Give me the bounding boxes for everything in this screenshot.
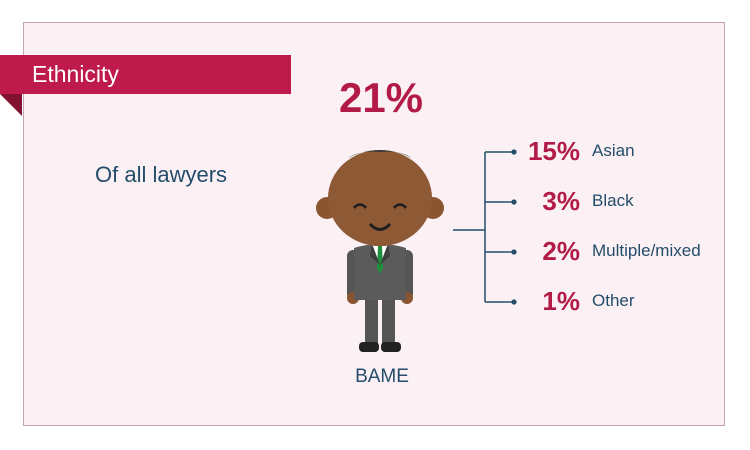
group-label: BAME [355,366,409,387]
breakdown-category: Asian [592,141,635,160]
total-percentage: 21% [338,74,424,121]
bracket-dot [511,199,517,205]
breakdown-category: Multiple/mixed [592,241,701,260]
breakdown-category: Black [592,191,634,210]
smiling-lawyer-icon [316,150,444,352]
breakdown-percentage: 3% [542,186,580,216]
bracket-dot [511,249,517,255]
breakdown-percentage: 15% [527,136,580,166]
breakdown-percentage: 1% [542,286,580,316]
total-caption: Of all lawyers [95,162,228,187]
breakdown-percentage: 2% [542,236,580,266]
breakdown-category: Other [592,291,635,310]
ribbon-fold [0,94,22,116]
bracket-dot [511,149,517,155]
section-ribbon: Ethnicity [0,55,291,94]
bracket-dot [511,299,517,305]
